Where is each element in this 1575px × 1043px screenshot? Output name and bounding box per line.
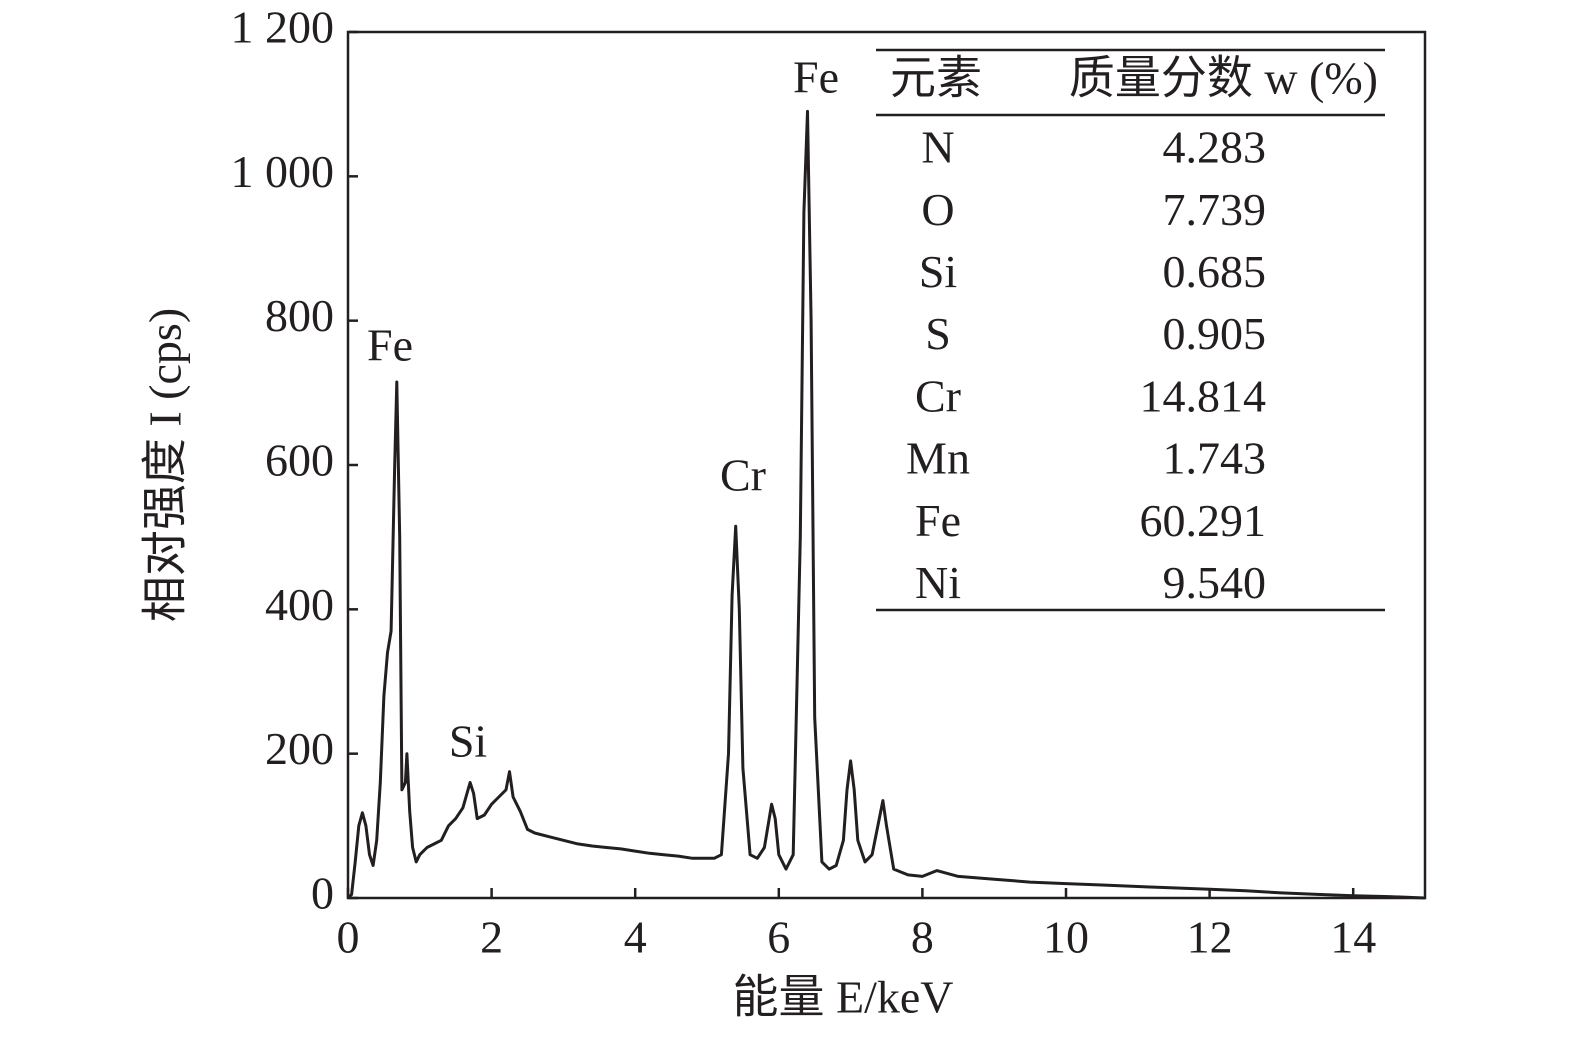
x-axis-label: 能量 E/keV: [732, 972, 953, 1023]
table-element: Ni: [915, 557, 961, 608]
spectrum-line: [346, 109, 1426, 900]
table-element: Cr: [915, 370, 961, 421]
table-element: Fe: [915, 495, 961, 546]
y-tick-label: 1 200: [231, 2, 335, 53]
y-tick-label: 0: [311, 868, 334, 919]
table-element: Si: [919, 246, 957, 297]
table-value: 60.291: [1140, 495, 1267, 546]
table-value: 0.905: [1163, 308, 1267, 359]
x-tick-label: 4: [624, 912, 647, 963]
x-tick-label: 6: [767, 912, 790, 963]
x-tick-label: 8: [911, 912, 934, 963]
table-element: O: [921, 184, 954, 235]
peak-label: Fe: [793, 52, 839, 103]
table-element: N: [921, 122, 954, 173]
x-tick-label: 12: [1187, 912, 1233, 963]
table-header: 元素: [890, 53, 982, 104]
table-element: Mn: [906, 433, 970, 484]
y-tick-label: 600: [265, 435, 334, 486]
table-value: 0.685: [1163, 246, 1267, 297]
y-axis-label: 相对强度 I (cps): [140, 308, 191, 622]
x-tick-label: 14: [1330, 912, 1376, 963]
y-tick-label: 200: [265, 723, 334, 774]
y-tick-label: 800: [265, 290, 334, 341]
peak-label: Fe: [367, 320, 413, 371]
table-value: 1.743: [1163, 433, 1267, 484]
table-value: 4.283: [1163, 122, 1267, 173]
x-tick-label: 2: [480, 912, 503, 963]
x-tick-label: 10: [1043, 912, 1089, 963]
peak-label: Cr: [720, 450, 766, 501]
table-value: 14.814: [1140, 370, 1267, 421]
y-tick-label: 1 000: [231, 146, 335, 197]
table-value: 9.540: [1163, 557, 1267, 608]
peak-label: Si: [449, 716, 487, 767]
y-tick-label: 400: [265, 579, 334, 630]
table-element: S: [925, 308, 951, 359]
x-tick-label: 0: [337, 912, 360, 963]
table-header: 质量分数 w (%): [1069, 53, 1378, 104]
table-value: 7.739: [1163, 184, 1267, 235]
